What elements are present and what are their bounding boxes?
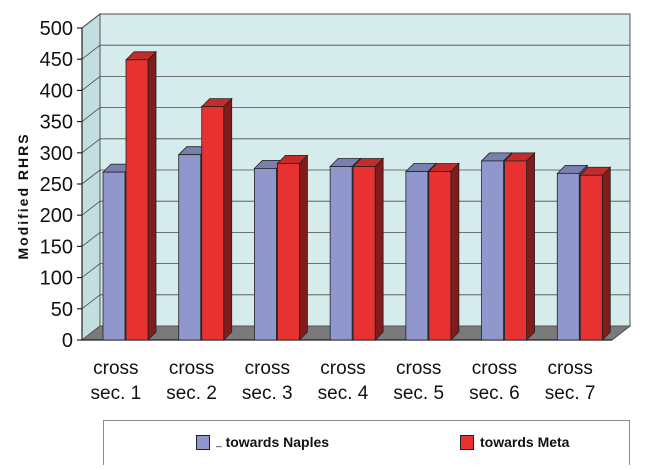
x-tick-label: sec. 2 bbox=[166, 383, 217, 404]
bar-towards-meta-side bbox=[601, 166, 611, 341]
y-tick-label: 450 bbox=[40, 49, 73, 71]
y-tick-label: 300 bbox=[40, 143, 73, 165]
bar-towards-naples bbox=[329, 166, 353, 341]
y-tick-label: 50 bbox=[51, 299, 73, 321]
gridline-side bbox=[81, 169, 101, 185]
legend-item-meta: towards Meta bbox=[460, 434, 569, 450]
bar-towards-naples bbox=[178, 154, 202, 341]
x-axis-edge bbox=[611, 325, 631, 341]
bar-towards-meta-side bbox=[450, 162, 460, 341]
bar-towards-meta bbox=[579, 174, 603, 341]
x-tick-label: cross bbox=[396, 358, 441, 379]
bar-towards-naples bbox=[481, 160, 504, 341]
x-tick-label: cross bbox=[93, 358, 138, 379]
legend-swatch-meta bbox=[460, 434, 474, 450]
x-tick-label: sec. 7 bbox=[545, 383, 596, 404]
legend-label-meta: towards Meta bbox=[480, 434, 570, 450]
y-tick-label: 0 bbox=[62, 330, 73, 352]
gridline-side bbox=[81, 13, 101, 29]
bar-towards-meta-side bbox=[374, 157, 384, 341]
y-tick-label: 100 bbox=[40, 268, 73, 290]
gridline-side bbox=[81, 138, 101, 154]
bar-towards-meta-side bbox=[147, 50, 157, 341]
gridline-side bbox=[81, 263, 101, 278]
x-tick-label: cross bbox=[472, 358, 517, 379]
y-tick-label: 250 bbox=[40, 174, 73, 196]
gridline-side bbox=[81, 294, 101, 310]
bar-towards-meta bbox=[428, 171, 452, 341]
x-tick-label: sec. 1 bbox=[91, 383, 142, 404]
bar-towards-meta bbox=[352, 166, 376, 341]
y-tick-label: 350 bbox=[40, 112, 73, 134]
gridline-side bbox=[81, 76, 101, 91]
bar-towards-meta bbox=[125, 59, 149, 341]
gridline-side bbox=[81, 107, 101, 122]
x-tick-label: sec. 3 bbox=[242, 383, 293, 404]
y-tick-label: 200 bbox=[40, 205, 73, 227]
x-tick-label: sec. 5 bbox=[393, 383, 444, 404]
legend-dash: _ bbox=[216, 436, 222, 448]
y-tick-label: 150 bbox=[40, 236, 73, 258]
y-axis-title: Modified RHRS bbox=[15, 132, 31, 259]
y-tick-label: 400 bbox=[40, 80, 73, 102]
bar-towards-meta-side bbox=[223, 97, 233, 341]
gridline-side bbox=[81, 232, 101, 247]
gridline-side bbox=[81, 44, 101, 60]
bar-towards-naples bbox=[254, 167, 277, 341]
legend-swatch-naples bbox=[196, 434, 210, 450]
bar-towards-meta-side bbox=[526, 151, 535, 341]
bar-towards-meta bbox=[504, 160, 527, 341]
bar-towards-naples bbox=[102, 171, 126, 341]
x-tick-label: cross bbox=[169, 358, 214, 379]
y-tick-label: 500 bbox=[40, 18, 73, 40]
legend-label-naples: towards Naples bbox=[225, 434, 330, 450]
x-tick-label: sec. 4 bbox=[318, 383, 369, 404]
x-tick-label: sec. 6 bbox=[469, 383, 520, 404]
bar-towards-meta bbox=[201, 106, 225, 341]
bar-towards-naples bbox=[405, 171, 429, 341]
x-tick-label: cross bbox=[547, 358, 592, 379]
bar-towards-meta-side bbox=[299, 154, 308, 341]
chart-legend: _ towards Naples towards Meta bbox=[103, 420, 630, 465]
x-tick-label: cross bbox=[320, 358, 365, 379]
gridline-side bbox=[81, 200, 101, 216]
x-tick-label: cross bbox=[245, 358, 290, 379]
legend-item-naples: _ towards Naples bbox=[196, 434, 329, 450]
bar-towards-meta bbox=[277, 163, 300, 341]
bar-towards-naples bbox=[556, 172, 580, 341]
